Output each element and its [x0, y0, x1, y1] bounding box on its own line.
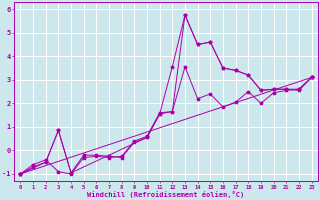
X-axis label: Windchill (Refroidissement éolien,°C): Windchill (Refroidissement éolien,°C): [87, 191, 244, 198]
